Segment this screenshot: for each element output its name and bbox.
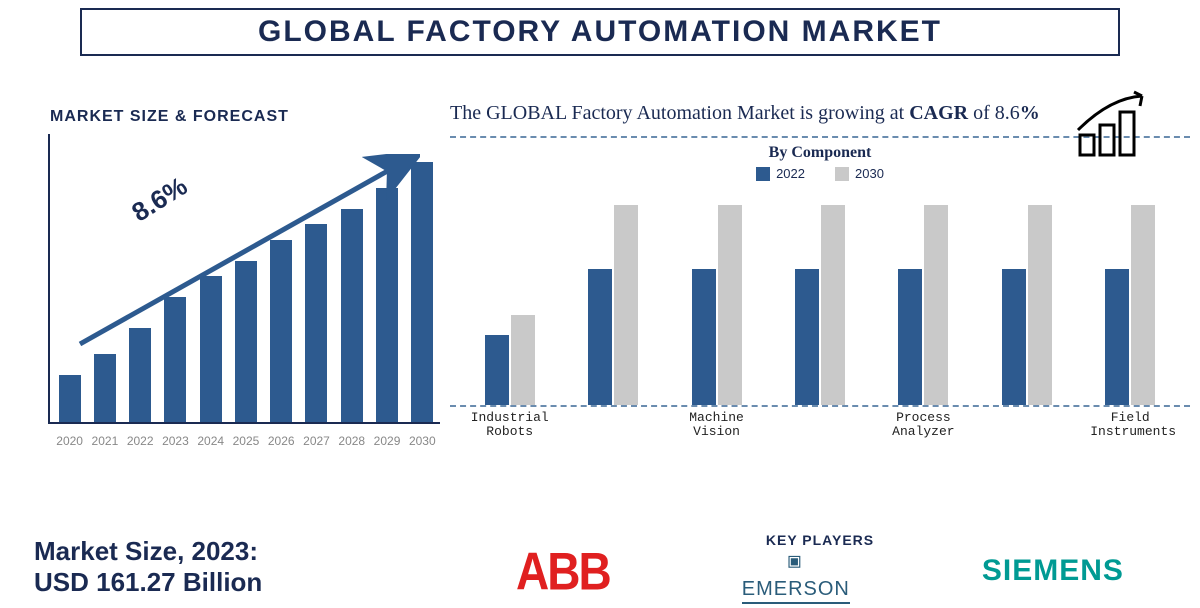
component-bar-2022 (1105, 269, 1129, 405)
key-players-title: KEY PLAYERS (766, 532, 874, 548)
growth-chart-icon (1070, 90, 1160, 160)
forecast-year-label: 2029 (374, 434, 401, 448)
component-bar-2030 (511, 315, 535, 405)
component-category-label (573, 411, 653, 440)
growth-pre: The GLOBAL Factory Automation Market is … (450, 102, 909, 124)
forecast-bar (376, 188, 398, 422)
component-bar-2030 (718, 205, 742, 405)
component-bar-group (573, 205, 653, 405)
right-column: The GLOBAL Factory Automation Market is … (450, 100, 1190, 440)
component-bar-chart (450, 187, 1190, 407)
component-category-label: Industrial Robots (470, 411, 550, 440)
component-bar-2030 (614, 205, 638, 405)
market-size-line1: Market Size, 2023: (34, 536, 262, 567)
component-bar-2030 (1131, 205, 1155, 405)
page-title: GLOBAL FACTORY AUTOMATION MARKET (92, 14, 1108, 50)
forecast-bar (94, 354, 116, 422)
legend-label-2022: 2022 (776, 166, 805, 181)
component-bar-group (883, 205, 963, 405)
forecast-subhead: MARKET SIZE & FORECAST (50, 108, 440, 126)
forecast-bar (411, 162, 433, 422)
left-column: MARKET SIZE & FORECAST 8.6% 202020212022… (20, 108, 440, 454)
title-container: GLOBAL FACTORY AUTOMATION MARKET (80, 8, 1120, 56)
logo-siemens: SIEMENS (982, 554, 1124, 588)
x-axis (48, 422, 440, 424)
component-bar-group (470, 315, 550, 405)
forecast-year-label: 2030 (409, 434, 436, 448)
growth-statement: The GLOBAL Factory Automation Market is … (450, 100, 1080, 126)
component-x-labels: Industrial Robots Machine Vision Process A… (450, 407, 1190, 440)
emerson-mark-icon: ◈ (784, 549, 808, 573)
component-legend: 2022 2030 (450, 166, 1190, 181)
growth-pct: % (1020, 102, 1040, 124)
component-category-label (780, 411, 860, 440)
market-size-block: Market Size, 2023: USD 161.27 Billion (34, 536, 262, 598)
component-bar-2022 (795, 269, 819, 405)
component-category-label: Machine Vision (677, 411, 757, 440)
forecast-bar (235, 261, 257, 422)
component-bar-group (677, 205, 757, 405)
forecast-year-label: 2021 (92, 434, 119, 448)
growth-cagr-word: CAGR (909, 102, 968, 124)
component-bar-2022 (1002, 269, 1026, 405)
forecast-bar (129, 328, 151, 422)
component-bar-2022 (692, 269, 716, 405)
growth-mid: of 8.6 (968, 102, 1020, 124)
forecast-bar-chart: 8.6% 20202021202220232024202520262027202… (20, 134, 440, 454)
key-players-row: KEY PLAYERS ABB ◈ EMERSON SIEMENS (450, 538, 1190, 604)
legend-swatch-2030 (835, 167, 849, 181)
forecast-bar (59, 375, 81, 422)
component-bar-2030 (924, 205, 948, 405)
forecast-year-label: 2025 (233, 434, 260, 448)
component-bar-2030 (821, 205, 845, 405)
forecast-year-label: 2022 (127, 434, 154, 448)
forecast-bar (305, 224, 327, 422)
forecast-year-label: 2020 (56, 434, 83, 448)
logo-abb: ABB (516, 540, 610, 602)
component-bar-2022 (588, 269, 612, 405)
component-category-label: Process Analyzer (883, 411, 963, 440)
component-bar-group (987, 205, 1067, 405)
forecast-bars (52, 154, 440, 422)
component-category-label (987, 411, 1067, 440)
emerson-text: EMERSON (742, 578, 850, 604)
component-bar-2022 (485, 335, 509, 405)
forecast-bar (341, 209, 363, 422)
forecast-year-label: 2028 (338, 434, 365, 448)
logo-emerson: ◈ EMERSON (742, 552, 850, 604)
component-bar-group (1090, 205, 1170, 405)
forecast-bar (164, 297, 186, 422)
forecast-year-label: 2023 (162, 434, 189, 448)
market-size-line2: USD 161.27 Billion (34, 567, 262, 598)
forecast-year-label: 2024 (197, 434, 224, 448)
component-bar-2030 (1028, 205, 1052, 405)
component-bar-2022 (898, 269, 922, 405)
forecast-bar (200, 276, 222, 422)
forecast-bar (270, 240, 292, 422)
component-bar-group (780, 205, 860, 405)
legend-label-2030: 2030 (855, 166, 884, 181)
y-axis (48, 134, 50, 424)
legend-2022: 2022 (756, 166, 805, 181)
legend-2030: 2030 (835, 166, 884, 181)
forecast-x-labels: 2020 2021 2022 2023 2024 2025 2026 2027 2028 2029… (52, 434, 440, 448)
forecast-year-label: 2026 (268, 434, 295, 448)
legend-swatch-2022 (756, 167, 770, 181)
forecast-year-label: 2027 (303, 434, 330, 448)
component-category-label: Field Instruments (1090, 411, 1170, 440)
